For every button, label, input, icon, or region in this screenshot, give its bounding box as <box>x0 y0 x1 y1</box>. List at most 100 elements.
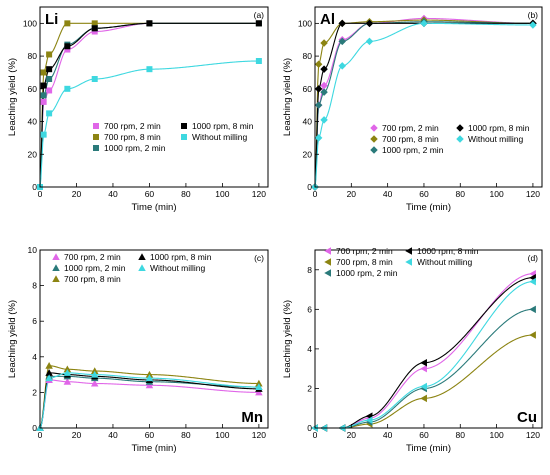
data-point-without-milling <box>64 85 71 92</box>
element-label: Al <box>320 11 335 28</box>
x-tick-label: 60 <box>145 189 155 199</box>
fit-curve-1000-rpm-2-min <box>314 21 533 188</box>
y-axis-label: Leaching yield (%) <box>282 58 293 136</box>
data-point-700-rpm-8-min <box>314 60 323 69</box>
y-axis-label: Leaching yield (%) <box>7 58 18 136</box>
y-tick-label: 100 <box>298 18 312 28</box>
x-tick-label: 120 <box>252 189 266 199</box>
legend-marker-1000-rpm-2-min <box>370 146 378 154</box>
legend-label-1000-rpm-2-min: 1000 rpm, 2 min <box>336 268 398 278</box>
y-tick-label: 8 <box>307 265 312 275</box>
data-point-1000-rpm-8-min <box>146 20 153 27</box>
y-tick-label: 8 <box>32 281 37 291</box>
plot-frame <box>314 249 543 429</box>
x-tick-label: 100 <box>490 189 504 199</box>
legend-label-1000-rpm-2-min: 1000 rpm, 2 min <box>104 143 166 153</box>
legend-marker-1000-rpm-8-min <box>181 123 187 129</box>
data-point-without-milling <box>145 374 154 382</box>
data-point-700-rpm-2-min <box>90 379 99 387</box>
legend-marker-700-rpm-2-min <box>370 124 378 132</box>
panel-mn: 0 20 40 60 80 100 120 0 2 4 6 8 10 Time (min) Leaching… <box>7 245 269 454</box>
data-point-1000-rpm-8-min <box>338 19 346 28</box>
y-tick-label: 0 <box>32 182 37 192</box>
x-tick-label: 100 <box>215 430 229 440</box>
plot-frame <box>39 249 269 429</box>
y-tick-label: 100 <box>23 18 37 28</box>
legend-marker-700-rpm-2-min <box>324 247 331 255</box>
legend-label-700-rpm-2-min: 700 rpm, 2 min <box>336 246 393 256</box>
data-point-1000-rpm-2-min <box>320 88 328 96</box>
panel-label: (c) <box>254 253 264 263</box>
y-axis-label: Leaching yield (%) <box>7 300 18 378</box>
x-axis-label: Time (min) <box>406 443 451 454</box>
y-tick-label: 20 <box>303 149 313 159</box>
data-point-700-rpm-2-min <box>145 381 154 389</box>
x-tick-label: 0 <box>38 430 43 440</box>
legend-label-1000-rpm-8-min: 1000 rpm, 8 min <box>468 123 530 133</box>
legend-label-without-milling: Without milling <box>192 132 248 142</box>
legend-marker-700-rpm-2-min <box>93 123 99 129</box>
legend-label-700-rpm-8-min: 700 rpm, 8 min <box>104 132 161 142</box>
data-point-without-milling <box>338 62 346 70</box>
data-point-without-milling <box>146 66 153 73</box>
data-point-700-rpm-2-min <box>63 377 72 385</box>
panel-label: (a) <box>254 10 265 20</box>
data-point-1000-rpm-8-min <box>40 82 47 89</box>
x-tick-label: 60 <box>419 189 429 199</box>
data-point-without-milling <box>529 21 537 29</box>
element-label: Cu <box>517 409 537 426</box>
legend-marker-1000-rpm-8-min <box>456 124 464 132</box>
data-point-700-rpm-8-min <box>45 361 53 369</box>
data-point-without-milling <box>46 110 53 117</box>
data-point-700-rpm-8-min <box>63 365 72 373</box>
y-tick-label: 2 <box>307 383 312 393</box>
data-point-without-milling <box>255 58 262 64</box>
legend-label-700-rpm-2-min: 700 rpm, 2 min <box>104 121 161 131</box>
fit-curve-without-milling <box>315 281 533 429</box>
data-point-700-rpm-2-min <box>46 87 53 94</box>
legend-marker-without-milling <box>456 135 464 143</box>
legend-marker-700-rpm-8-min <box>324 258 331 266</box>
data-point-1000-rpm-8-min <box>365 19 374 28</box>
data-point-700-rpm-8-min <box>145 370 154 378</box>
data-point-700-rpm-8-min <box>64 20 71 27</box>
data-point-700-rpm-8-min <box>40 69 47 76</box>
panel-cu: 0 20 40 60 80 100 120 0 2 4 6 8 Time (min) Leaching y… <box>282 246 543 454</box>
data-point-700-rpm-8-min <box>90 367 99 375</box>
y-tick-label: 80 <box>28 51 38 61</box>
x-tick-label: 80 <box>181 430 191 440</box>
data-point-700-rpm-8-min <box>320 39 328 47</box>
x-axis-label: Time (min) <box>406 202 451 213</box>
legend-label-1000-rpm-2-min: 1000 rpm, 2 min <box>64 263 126 273</box>
y-tick-label: 20 <box>28 149 38 159</box>
x-tick-label: 40 <box>108 430 118 440</box>
y-tick-label: 6 <box>307 304 312 314</box>
legend-label-1000-rpm-8-min: 1000 rpm, 8 min <box>150 252 212 262</box>
legend-marker-700-rpm-8-min <box>52 275 60 282</box>
x-tick-label: 20 <box>72 430 82 440</box>
panel-li: 0 20 40 60 80 100 120 0 20 40 60 80 100 Time (min) Lea… <box>7 6 269 213</box>
x-tick-label: 20 <box>347 189 357 199</box>
fit-curve-without-milling <box>314 22 533 188</box>
data-point-1000-rpm-8-min <box>91 25 98 32</box>
x-tick-label: 100 <box>215 189 229 199</box>
data-point-1000-rpm-2-min <box>338 37 346 46</box>
x-axis-label: Time (min) <box>131 202 176 213</box>
data-point-700-rpm-8-min <box>91 20 98 27</box>
data-point-700-rpm-2-min <box>420 364 427 373</box>
data-point-700-rpm-8-min <box>529 331 536 339</box>
data-point-without-milling <box>420 382 427 391</box>
legend-label-without-milling: Without milling <box>417 257 473 267</box>
plot-frame <box>314 6 543 188</box>
legend-marker-without-milling <box>181 134 187 140</box>
y-tick-label: 6 <box>32 316 37 326</box>
y-tick-label: 40 <box>28 117 38 127</box>
panel-label: (d) <box>528 253 539 263</box>
y-axis-label: Leaching yield (%) <box>282 300 293 378</box>
fit-curve-700-rpm-2-min <box>39 22 259 188</box>
data-point-1000-rpm-8-min <box>420 358 427 367</box>
legend-marker-1000-rpm-2-min <box>93 145 99 151</box>
data-point-1000-rpm-8-min <box>46 66 53 73</box>
